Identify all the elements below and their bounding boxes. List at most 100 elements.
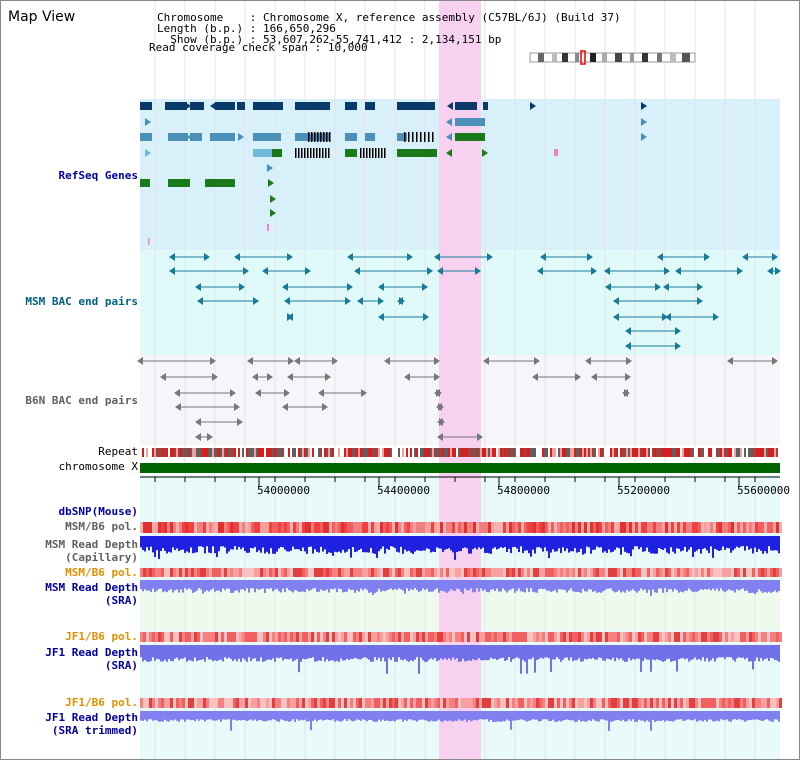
depth-bar — [426, 711, 428, 721]
depth-bar — [532, 536, 534, 550]
gene-arrow — [239, 283, 245, 291]
pol-segment — [380, 568, 383, 577]
depth-bar — [752, 645, 754, 670]
depth-bar — [270, 580, 272, 589]
depth-bar — [614, 645, 616, 662]
depth-bar — [208, 536, 210, 553]
gene-arrow — [322, 403, 328, 411]
pol-segment — [350, 522, 353, 533]
track-label-dbsnp[interactable]: dbSNP(Mouse) — [58, 505, 138, 518]
depth-bar — [682, 645, 684, 659]
pol-segment — [560, 568, 563, 577]
pol-segment — [548, 632, 551, 642]
pol-segment — [767, 632, 770, 642]
depth-bar — [756, 536, 758, 552]
pol-segment — [491, 632, 494, 642]
track-label-msm-bac[interactable]: MSM BAC end pairs — [25, 295, 138, 308]
pol-segment — [647, 522, 650, 533]
track-label-b6n-bac[interactable]: B6N BAC end pairs — [25, 394, 138, 407]
pol-segment — [578, 568, 581, 577]
depth-bar — [458, 645, 460, 662]
gene-arrow — [537, 267, 543, 275]
pol-segment — [641, 522, 644, 533]
gene-arrow — [585, 357, 591, 365]
repeat-segment — [382, 448, 384, 457]
depth-bar — [294, 536, 296, 550]
depth-bar — [428, 580, 430, 592]
depth-bar — [232, 645, 234, 662]
pol-segment — [644, 522, 647, 533]
depth-bar — [584, 711, 586, 722]
pol-segment — [476, 522, 479, 533]
gene-block — [455, 133, 485, 141]
depth-bar — [520, 580, 522, 592]
depth-bar — [524, 580, 526, 593]
depth-bar — [182, 645, 184, 659]
repeat-segment — [412, 448, 414, 457]
depth-bar — [324, 711, 326, 721]
pol-segment — [344, 568, 347, 577]
depth-bar — [664, 580, 666, 589]
pol-segment — [746, 522, 749, 533]
pol-segment — [716, 632, 719, 642]
depth-bar — [590, 645, 592, 659]
depth-bar — [308, 536, 310, 547]
depth-bar — [698, 580, 700, 591]
repeat-segment — [258, 448, 260, 457]
depth-bar — [410, 645, 412, 661]
repeat-segment — [558, 448, 560, 457]
depth-bar — [340, 536, 342, 553]
repeat-segment — [160, 448, 162, 457]
depth-bar — [540, 711, 542, 721]
repeat-segment — [338, 448, 340, 457]
repeat-segment — [238, 448, 240, 457]
pol-segment — [620, 698, 623, 708]
track-label-repeat: Repeat — [98, 445, 138, 458]
track-label-refseq-genes[interactable]: RefSeq Genes — [58, 169, 138, 182]
pol-segment — [449, 522, 452, 533]
depth-bar — [706, 711, 708, 722]
depth-bar — [516, 580, 518, 591]
gene-arrow — [284, 389, 290, 397]
depth-bar — [186, 580, 188, 590]
depth-bar — [264, 645, 266, 662]
pol-segment — [632, 522, 635, 533]
pol-segment — [668, 632, 671, 642]
pol-segment — [191, 568, 194, 577]
depth-bar — [274, 536, 276, 554]
depth-bar — [244, 711, 246, 721]
pol-segment — [596, 522, 599, 533]
pol-segment — [221, 522, 224, 533]
depth-bar — [648, 711, 650, 722]
pol-segment — [695, 522, 698, 533]
depth-bar — [378, 536, 380, 552]
repeat-segment — [688, 448, 690, 457]
depth-bar — [394, 536, 396, 549]
pol-segment — [440, 568, 443, 577]
repeat-segment — [146, 448, 148, 457]
pol-segment — [260, 522, 263, 533]
depth-bar — [384, 711, 386, 722]
depth-bar — [234, 645, 236, 660]
depth-bar — [316, 536, 318, 552]
depth-bar — [356, 645, 358, 659]
depth-bar — [422, 711, 424, 720]
gene-arrow — [625, 342, 631, 350]
depth-bar — [616, 711, 618, 720]
depth-bar — [146, 711, 148, 722]
pol-segment — [536, 522, 539, 533]
depth-bar — [162, 580, 164, 593]
pol-segment — [332, 522, 335, 533]
pol-segment — [698, 632, 701, 642]
depth-bar — [652, 580, 654, 590]
depth-bar — [198, 711, 200, 721]
depth-bar — [420, 580, 422, 591]
pol-segment — [299, 698, 302, 708]
depth-bar — [322, 645, 324, 658]
pol-segment — [500, 568, 503, 577]
depth-bar — [186, 536, 188, 552]
depth-bar — [598, 536, 600, 548]
pol-segment — [770, 568, 773, 577]
gene-block — [210, 133, 235, 141]
